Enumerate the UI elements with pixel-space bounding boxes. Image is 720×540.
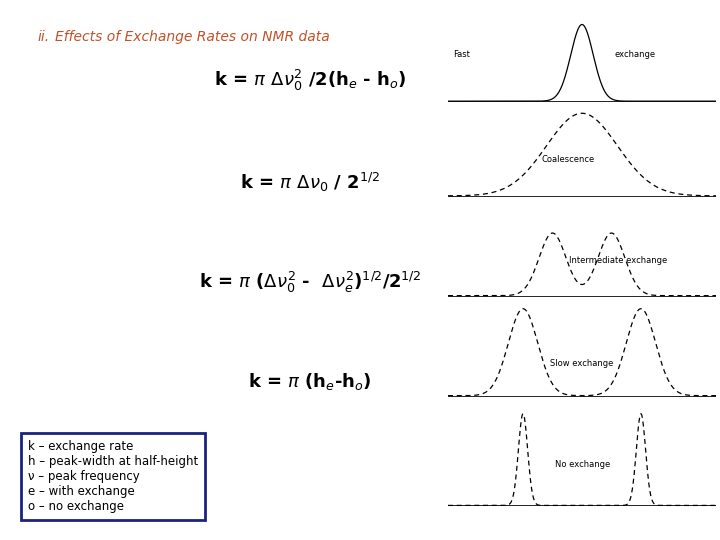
Text: Slow exchange: Slow exchange — [550, 359, 613, 368]
Text: k = $\pi$ $\Delta\nu_0^2$ /2(h$_e$ - h$_o$): k = $\pi$ $\Delta\nu_0^2$ /2(h$_e$ - h$_… — [214, 68, 406, 92]
Text: Coalescence: Coalescence — [541, 156, 595, 165]
Text: exchange: exchange — [614, 50, 655, 59]
Text: Effects of Exchange Rates on NMR data: Effects of Exchange Rates on NMR data — [55, 30, 330, 44]
Text: k = $\pi$ ($\Delta\nu_0^2$ -  $\Delta\nu_e^2$)$^{1/2}$/2$^{1/2}$: k = $\pi$ ($\Delta\nu_0^2$ - $\Delta\nu_… — [199, 269, 421, 294]
Text: k = $\pi$ $\Delta\nu_0$ / 2$^{1/2}$: k = $\pi$ $\Delta\nu_0$ / 2$^{1/2}$ — [240, 171, 380, 193]
Text: No exchange: No exchange — [555, 460, 611, 469]
Text: k = $\pi$ (h$_e$-h$_o$): k = $\pi$ (h$_e$-h$_o$) — [248, 372, 372, 393]
Text: Intermediate exchange: Intermediate exchange — [569, 256, 667, 265]
Text: ii.: ii. — [38, 30, 50, 44]
Text: k – exchange rate
h – peak-width at half-height
ν – peak frequency
e – with exch: k – exchange rate h – peak-width at half… — [28, 440, 198, 513]
Text: Fast: Fast — [454, 50, 470, 59]
